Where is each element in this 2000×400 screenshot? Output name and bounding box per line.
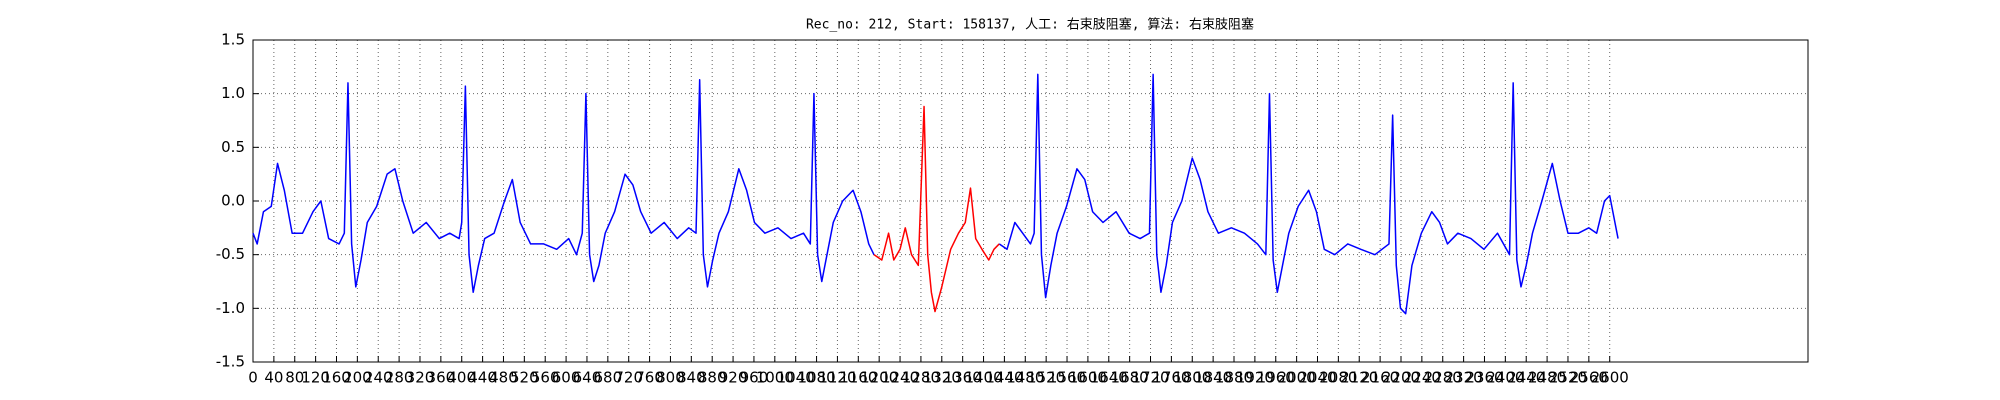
y-tick-label: 1.0 bbox=[221, 84, 245, 102]
x-tick-label: 240 bbox=[364, 369, 393, 387]
x-tick-label: 0 bbox=[248, 369, 258, 387]
x-tick-label: 1600 bbox=[1069, 369, 1107, 387]
x-tick-label: 2200 bbox=[1382, 369, 1420, 387]
x-tick-label: 880 bbox=[698, 369, 727, 387]
x-tick-label: 2040 bbox=[1298, 369, 1336, 387]
x-tick-label: 1760 bbox=[1152, 369, 1190, 387]
x-tick-label: 40 bbox=[264, 369, 283, 387]
x-tick-label: 720 bbox=[614, 369, 643, 387]
x-tick-label: 600 bbox=[552, 369, 581, 387]
x-tick-label: 1280 bbox=[902, 369, 940, 387]
x-tick-label: 1440 bbox=[985, 369, 1023, 387]
x-tick-label: 2080 bbox=[1319, 369, 1357, 387]
x-tick-label: 400 bbox=[447, 369, 476, 387]
x-tick-label: 1680 bbox=[1111, 369, 1149, 387]
chart-title: Rec_no: 212, Start: 158137, 人工: 右束肢阻塞, 算… bbox=[806, 17, 1254, 33]
x-tick-label: 1200 bbox=[860, 369, 898, 387]
plot-frame bbox=[252, 39, 1809, 363]
x-tick-label: 1160 bbox=[839, 369, 877, 387]
y-tick-label: -0.5 bbox=[216, 245, 245, 263]
x-tick-label: 640 bbox=[573, 369, 602, 387]
x-tick-label: 120 bbox=[301, 369, 330, 387]
series-line bbox=[873, 105, 1000, 313]
x-tick-label: 320 bbox=[406, 369, 435, 387]
x-tick-label: 1320 bbox=[923, 369, 961, 387]
x-tick-label: 2520 bbox=[1549, 369, 1587, 387]
x-tick-label: 800 bbox=[656, 369, 685, 387]
x-tick-label: 160 bbox=[322, 369, 351, 387]
x-tick-label: 2320 bbox=[1445, 369, 1483, 387]
x-tick-label: 280 bbox=[385, 369, 414, 387]
x-tick-label: 1000 bbox=[756, 369, 794, 387]
x-tick-label: 520 bbox=[510, 369, 539, 387]
x-tick-label: 1880 bbox=[1215, 369, 1253, 387]
x-tick-label: 2400 bbox=[1486, 369, 1524, 387]
x-tick-label: 1720 bbox=[1131, 369, 1169, 387]
x-tick-label: 1480 bbox=[1006, 369, 1044, 387]
x-tick-label: 2480 bbox=[1528, 369, 1566, 387]
x-tick-label: 680 bbox=[594, 369, 623, 387]
x-tick-label: 1360 bbox=[944, 369, 982, 387]
x-tick-label: 1640 bbox=[1090, 369, 1128, 387]
series-line bbox=[252, 73, 1619, 315]
x-tick-label: 440 bbox=[468, 369, 497, 387]
x-tick-label: 80 bbox=[285, 369, 304, 387]
x-tick-label: 1120 bbox=[818, 369, 856, 387]
x-tick-label: 2560 bbox=[1570, 369, 1608, 387]
x-tick-label: 960 bbox=[740, 369, 769, 387]
y-tick-label: -1.0 bbox=[216, 299, 245, 317]
x-tick-label: 840 bbox=[677, 369, 706, 387]
x-tick-label: 1520 bbox=[1027, 369, 1065, 387]
y-tick-label: -1.5 bbox=[216, 353, 245, 371]
x-tick-label: 1560 bbox=[1048, 369, 1086, 387]
x-tick-label: 760 bbox=[635, 369, 664, 387]
x-tick-label: 200 bbox=[343, 369, 372, 387]
x-tick-label: 360 bbox=[427, 369, 456, 387]
x-tick-label: 2360 bbox=[1465, 369, 1503, 387]
y-tick-label: 0.5 bbox=[221, 138, 245, 156]
x-tick-label: 2240 bbox=[1403, 369, 1441, 387]
x-tick-label: 1400 bbox=[964, 369, 1002, 387]
x-tick-label: 2600 bbox=[1591, 369, 1629, 387]
x-tick-label: 1960 bbox=[1257, 369, 1295, 387]
x-tick-label: 2280 bbox=[1424, 369, 1462, 387]
y-tick-label: 1.5 bbox=[221, 31, 245, 49]
x-tick-label: 2160 bbox=[1361, 369, 1399, 387]
x-tick-label: 1840 bbox=[1194, 369, 1232, 387]
x-tick-label: 480 bbox=[489, 369, 518, 387]
x-tick-label: 1240 bbox=[881, 369, 919, 387]
x-tick-label: 560 bbox=[531, 369, 560, 387]
x-tick-label: 2000 bbox=[1278, 369, 1316, 387]
y-tick-label: 0.0 bbox=[221, 192, 245, 210]
x-tick-label: 2120 bbox=[1340, 369, 1378, 387]
x-tick-label: 920 bbox=[719, 369, 748, 387]
x-tick-label: 1800 bbox=[1173, 369, 1211, 387]
x-tick-label: 2440 bbox=[1507, 369, 1545, 387]
x-tick-label: 1080 bbox=[797, 369, 835, 387]
x-tick-label: 1040 bbox=[777, 369, 815, 387]
x-tick-label: 1920 bbox=[1236, 369, 1274, 387]
